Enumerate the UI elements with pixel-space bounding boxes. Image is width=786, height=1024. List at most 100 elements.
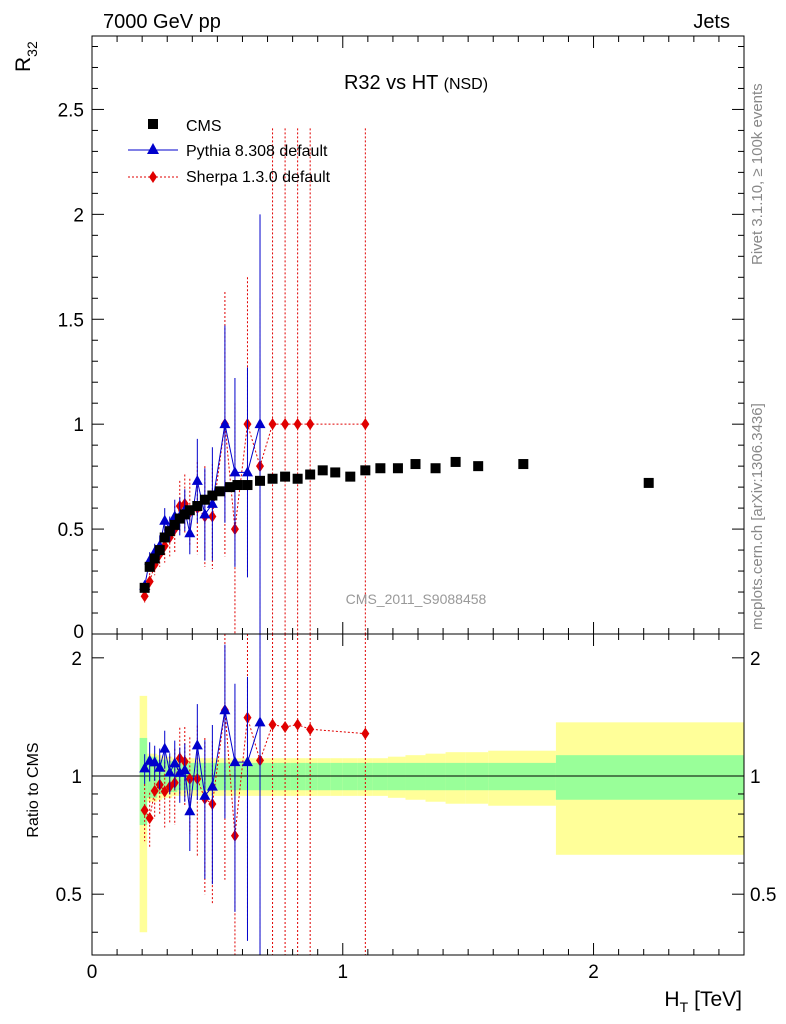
ratio-band-inner: [139, 737, 148, 826]
pythia-ratio-point: [154, 761, 166, 772]
sherpa-point: [268, 418, 277, 431]
sherpa-point: [306, 418, 315, 431]
sherpa-point: [293, 418, 302, 431]
plot-frames: [91, 35, 745, 956]
pythia-ratio-point: [169, 757, 181, 768]
pythia-ratio-point: [184, 805, 196, 816]
cms-point: [280, 471, 291, 482]
ratio-band-inner: [199, 762, 208, 791]
data-series: [139, 128, 654, 955]
rivet-label: Rivet 3.1.10, ≥ 100k events: [749, 83, 766, 265]
cms-point: [360, 465, 371, 476]
y-tick-label: 2.5: [58, 100, 84, 121]
legend-sherpa-label: Sherpa 1.3.0 default: [186, 169, 331, 186]
ratio-band-inner: [342, 762, 358, 791]
sherpa-point: [281, 418, 290, 431]
pythia-ratio-point: [179, 764, 191, 775]
pythia-ratio-point: [174, 766, 186, 777]
legend-cms-marker: [148, 119, 158, 129]
cms-point: [345, 471, 356, 482]
cms-point: [410, 459, 421, 470]
pythia-point: [184, 527, 196, 538]
cms-point: [154, 545, 165, 556]
sherpa-ratio-point: [145, 812, 154, 825]
cms-point: [255, 475, 266, 486]
cms-point: [192, 501, 203, 512]
pythia-point: [191, 474, 203, 485]
cms-point: [643, 477, 654, 488]
pythia-ratio-point: [149, 756, 161, 767]
cms-point: [430, 463, 441, 474]
ratio-band-inner: [162, 759, 168, 794]
x-tick-label: 1: [337, 962, 348, 983]
x-tick-label: 0: [87, 962, 98, 983]
ratio-y-axis-label: Ratio to CMS: [25, 742, 42, 837]
cms-point: [242, 480, 253, 491]
ratio-band-inner: [232, 762, 243, 791]
legend-cms-label: CMS: [186, 118, 222, 135]
ratio-band-inner: [357, 762, 373, 791]
sherpa-ratio-point: [306, 723, 315, 736]
pythia-ratio-point: [164, 766, 176, 777]
sherpa-ratio-point: [361, 727, 370, 740]
cms-point: [305, 469, 316, 480]
pythia-line: [144, 424, 261, 586]
cms-point: [164, 526, 175, 537]
cms-point: [144, 561, 155, 572]
cms-point: [317, 465, 328, 476]
y-tick-label: 0.5: [58, 520, 84, 541]
ratio-band-inner: [317, 762, 331, 791]
pythia-ratio-point: [206, 780, 218, 791]
cms-point: [224, 482, 235, 493]
ratio-band-inner: [387, 762, 406, 791]
chart-title: R32 vs HT (NSD): [344, 72, 488, 94]
sherpa-ratio-point: [281, 720, 290, 733]
ratio-band-inner: [242, 762, 255, 791]
cms-point: [473, 461, 484, 472]
header-right: Jets: [693, 11, 730, 33]
cms-point: [375, 463, 386, 474]
sherpa-point: [140, 590, 149, 603]
ratio-band-inner: [277, 762, 291, 791]
ratio-band-inner: [488, 762, 556, 791]
x-axis-label: HT [TeV]: [664, 988, 742, 1015]
cms-point: [292, 473, 303, 484]
analysis-watermark: CMS_2011_S9088458: [346, 591, 487, 607]
cms-point: [330, 467, 341, 478]
cms-point: [267, 473, 278, 484]
ratio-band-inner: [425, 762, 446, 791]
tick-labels: 0.5 1 1.5 2 2.5 0 0.5 0.5 1 1 2 2 0 1 2: [56, 100, 777, 983]
sherpa-ratio-line: [144, 710, 366, 836]
pythia-point: [159, 514, 171, 525]
pythia-point: [219, 418, 231, 429]
sherpa-ratio-point: [268, 718, 277, 731]
pythia-point: [254, 418, 266, 429]
cms-point: [184, 505, 195, 516]
y-tick-label-zero: 0: [73, 622, 84, 643]
ratio-tick-label-right: 0.5: [750, 885, 776, 906]
legend-pythia-marker: [147, 143, 159, 154]
cms-point: [174, 513, 185, 524]
sherpa-ratio-point: [293, 718, 302, 731]
ratio-band-inner: [224, 762, 233, 791]
sherpa-point: [361, 418, 370, 431]
pythia-ratio-point: [159, 742, 171, 753]
cms-point: [232, 480, 243, 491]
ratio-tick-label: 2: [71, 649, 82, 670]
ratio-band-inner: [372, 762, 388, 791]
cms-point: [207, 490, 218, 501]
ratio-band-inner: [305, 762, 318, 791]
ratio-band-inner: [330, 762, 343, 791]
pythia-ratio-point: [229, 756, 241, 767]
ratio-band-inner: [405, 762, 426, 791]
sherpa-ratio-point: [160, 785, 169, 798]
pythia-ratio-point: [199, 789, 211, 800]
y-tick-label: 1: [73, 415, 84, 436]
pythia-point: [206, 497, 218, 508]
pythia-point: [229, 466, 241, 477]
ratio-plot-frame: [91, 633, 745, 956]
pythia-ratio-point: [254, 716, 266, 727]
cms-point: [214, 486, 225, 497]
ratio-tick-label-right: 1: [750, 767, 761, 788]
ratio-tick-label: 1: [71, 767, 82, 788]
